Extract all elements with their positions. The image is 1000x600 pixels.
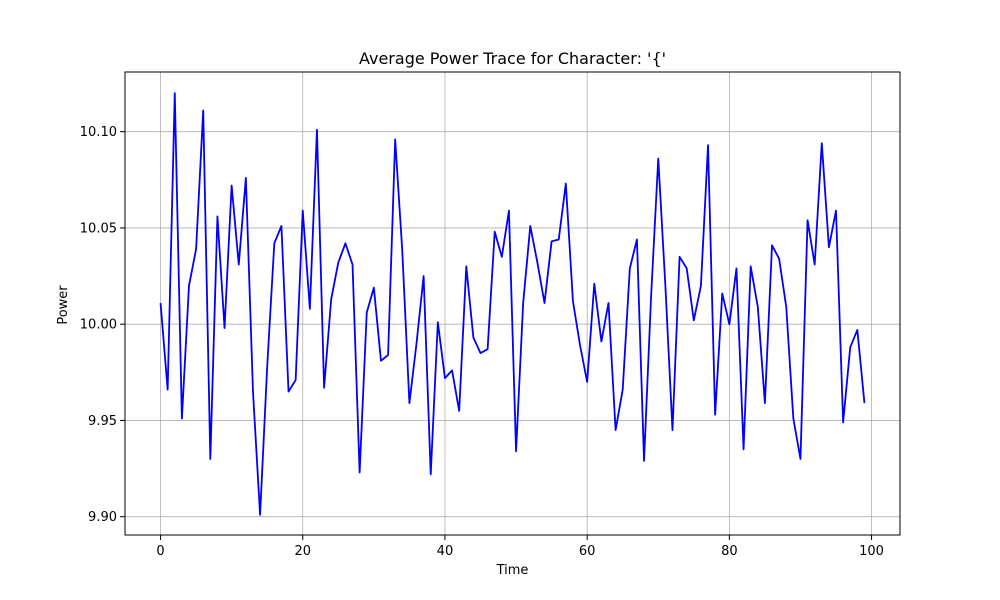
y-tick-label: 10.10	[80, 125, 117, 140]
y-tick-label: 9.95	[88, 414, 117, 429]
axis-ticks: 0 20 40 60 80 100 9.90 9.95 10.00 10.05 10.10	[80, 125, 884, 559]
chart-title: Average Power Trace for Character: '{'	[359, 49, 666, 68]
x-tick-label: 80	[721, 544, 738, 559]
plot-frame	[124, 71, 901, 536]
x-tick-label: 20	[294, 544, 311, 559]
y-axis-label: Power	[56, 285, 71, 325]
x-axis-label: Time	[496, 563, 529, 578]
x-tick-label: 100	[859, 544, 884, 559]
series-layer	[159, 92, 866, 516]
x-tick-label: 60	[579, 544, 596, 559]
x-tick-label: 40	[437, 544, 454, 559]
power-trace-line	[159, 92, 866, 516]
y-tick-label: 10.05	[80, 221, 117, 236]
x-tick-label: 0	[156, 544, 164, 559]
y-tick-label: 10.00	[80, 318, 117, 333]
y-tick-label: 9.90	[88, 510, 117, 525]
